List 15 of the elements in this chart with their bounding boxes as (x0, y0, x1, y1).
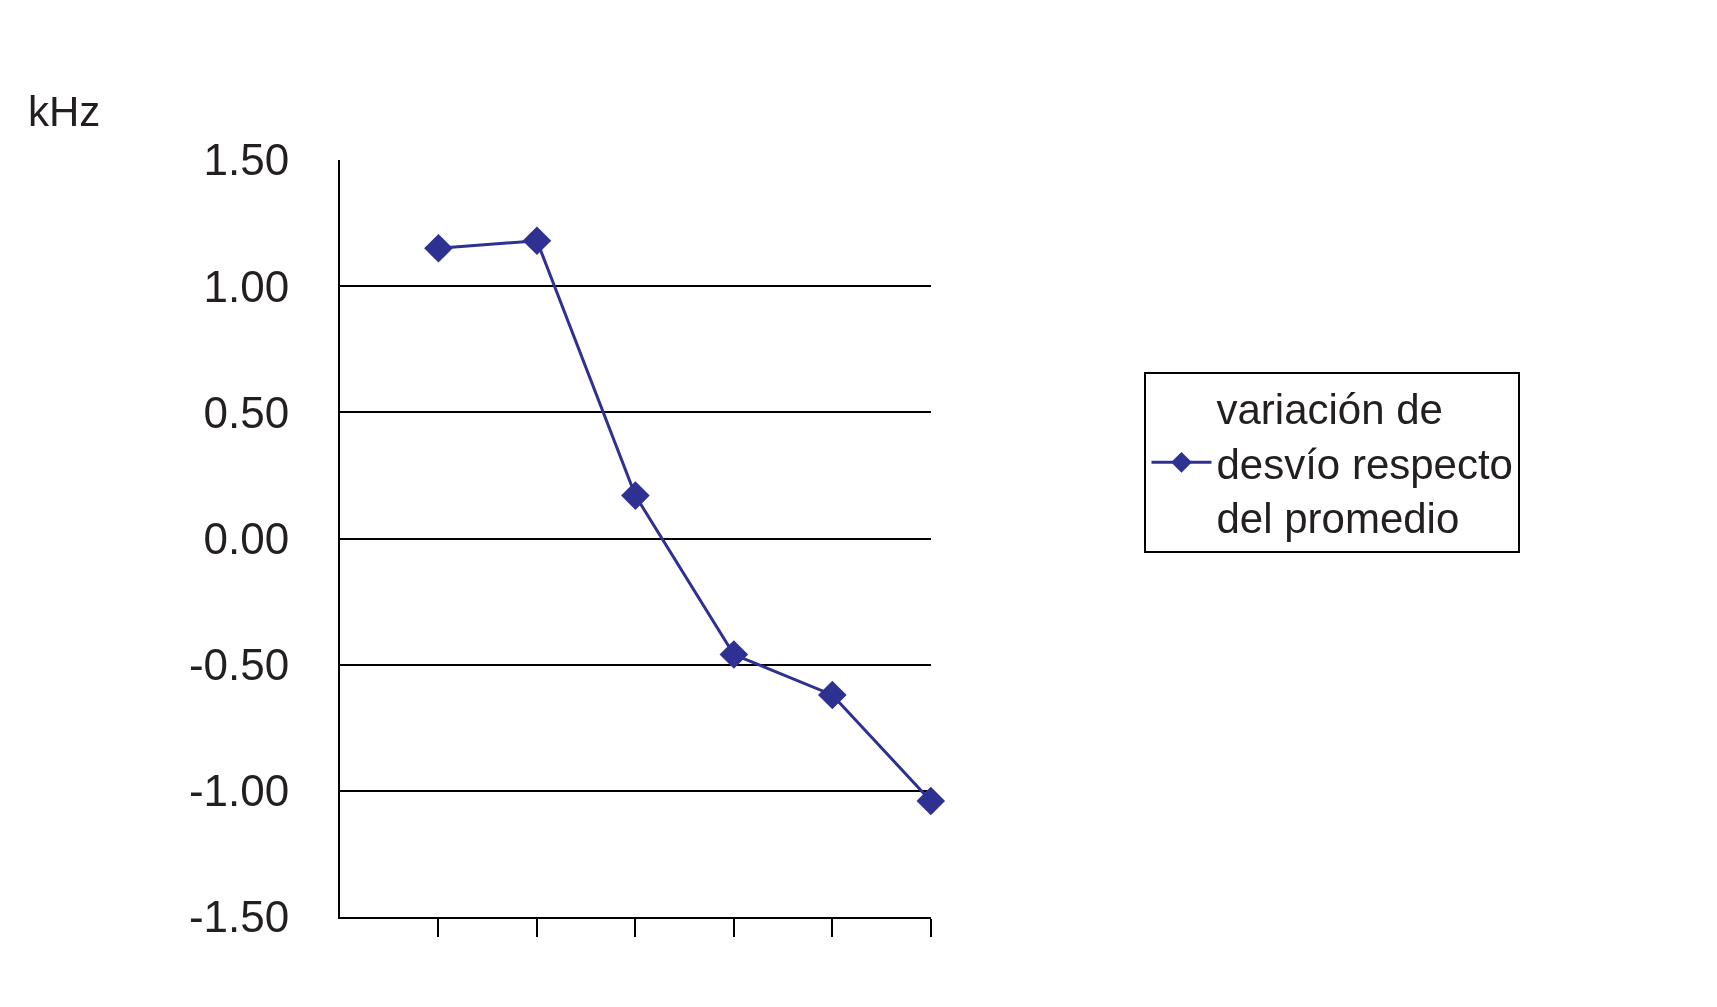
y-tick-label: 0.00 (203, 513, 290, 563)
point (522, 226, 552, 256)
point (424, 234, 453, 263)
y-tick-label: 1.00 (203, 261, 290, 311)
y-tick-label: -0.50 (188, 640, 290, 690)
legend-label: variación de desvío respecto del promedio (1216, 386, 1513, 543)
point (818, 680, 847, 710)
point (719, 640, 749, 669)
y-tick-label: 0.50 (203, 387, 290, 437)
y-tick-label: 1.50 (203, 135, 290, 185)
point (916, 786, 946, 816)
point (621, 481, 650, 510)
y-axis-title: kHz (28, 88, 101, 135)
y-tick-label: -1.00 (188, 766, 290, 816)
y-tick-label: -1.50 (188, 892, 290, 942)
